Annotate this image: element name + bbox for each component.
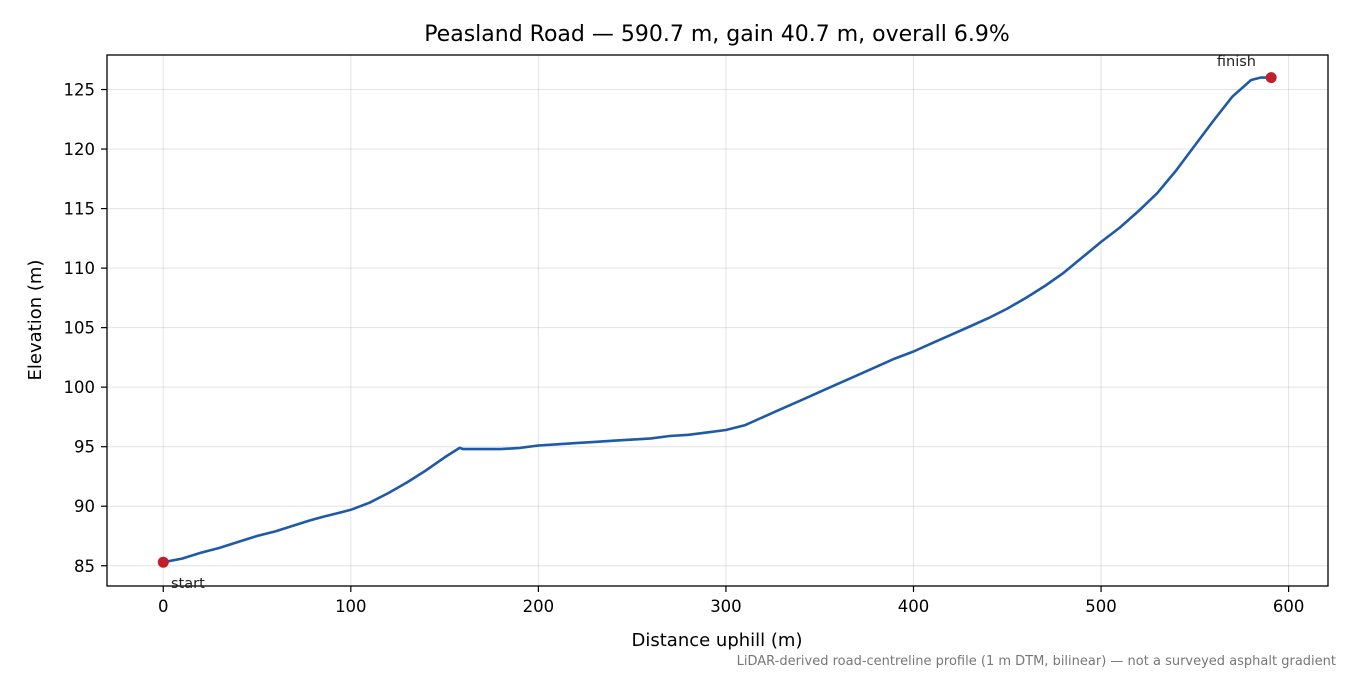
elevation-line <box>162 76 1273 564</box>
x-tick-label: 100 <box>335 597 367 616</box>
x-tick-label: 600 <box>1273 597 1305 616</box>
y-tick-label: 105 <box>64 319 96 338</box>
finish-marker <box>1265 72 1277 84</box>
y-tick-label: 95 <box>74 438 95 457</box>
y-tick-label: 90 <box>74 497 95 516</box>
start-marker <box>157 556 169 568</box>
start-annotation: start <box>171 576 205 592</box>
endpoint-markers <box>157 72 1277 568</box>
x-tick-label: 400 <box>898 597 930 616</box>
y-tick-label: 120 <box>64 140 96 159</box>
y-tick-label: 100 <box>64 378 96 397</box>
x-tick-label: 300 <box>710 597 742 616</box>
x-tick-label: 0 <box>158 597 169 616</box>
series-layer <box>162 76 1273 564</box>
y-tick-label: 85 <box>74 557 95 576</box>
grid-lines <box>107 55 1328 586</box>
x-tick-label: 500 <box>1085 597 1117 616</box>
plot-frame <box>106 54 1329 587</box>
y-tick-label: 125 <box>64 81 96 100</box>
footnote: LiDAR-derived road-centreline profile (1… <box>737 654 1336 669</box>
y-tick-label: 115 <box>64 200 96 219</box>
x-axis-label: Distance uphill (m) <box>632 630 803 651</box>
finish-annotation: finish <box>1217 54 1256 70</box>
axis-ticks: 0 100 200 300 400 500 600 85 90 95 100 105 110 115 120… <box>64 81 1305 616</box>
y-axis-label: Elevation (m) <box>25 260 46 381</box>
chart-title: Peasland Road — 590.7 m, gain 40.7 m, ov… <box>424 22 1010 47</box>
x-tick-label: 200 <box>523 597 555 616</box>
y-tick-label: 110 <box>64 259 96 278</box>
